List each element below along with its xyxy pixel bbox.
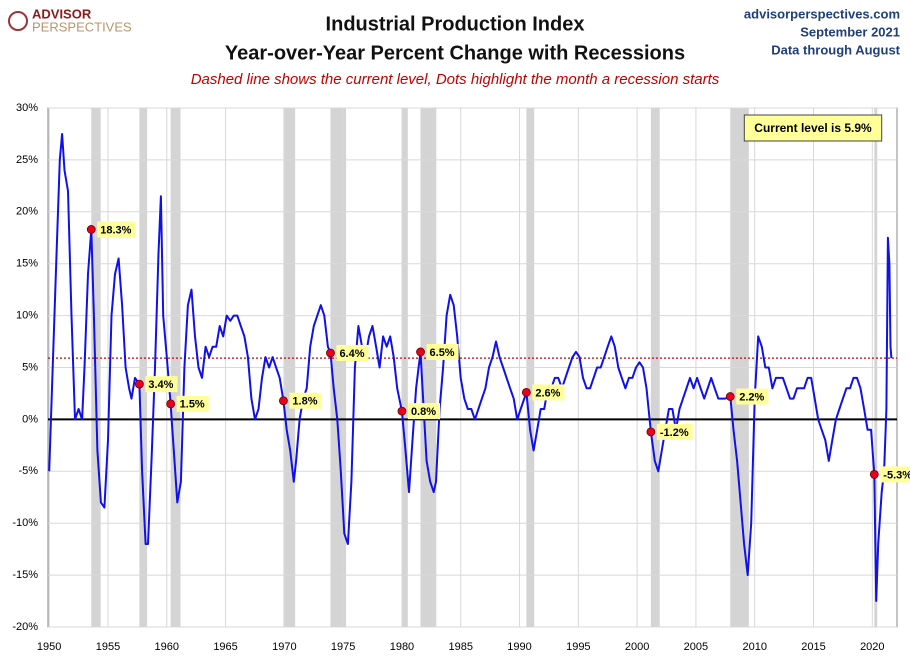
y-tick-label: -5% — [18, 465, 38, 477]
value-label: 6.5% — [430, 347, 455, 359]
data-line — [48, 133, 893, 602]
value-label: -1.2% — [660, 427, 689, 439]
logo-text: PERSPECTIVES — [32, 19, 132, 34]
chart-title: Year-over-Year Percent Change with Reces… — [225, 42, 685, 64]
value-label-bg — [880, 466, 910, 483]
value-label: 3.4% — [148, 379, 173, 391]
chart-subtitle: Dashed line shows the current level, Dot… — [191, 71, 720, 88]
x-tick-label: 1980 — [390, 641, 414, 653]
recession-start-dot — [86, 225, 96, 234]
x-tick-label: 1990 — [507, 641, 531, 653]
value-label-bg — [426, 343, 459, 360]
y-tick-label: 15% — [16, 258, 38, 270]
recession-start-dot — [869, 470, 879, 479]
x-tick-label: 1985 — [448, 641, 472, 653]
value-label-bg — [97, 221, 136, 238]
value-label-bg — [407, 403, 441, 420]
y-tick-label: 10% — [16, 310, 38, 322]
recession-start-dot — [397, 406, 407, 416]
value-label: 6.4% — [339, 348, 364, 360]
value-label: 0.8% — [411, 406, 436, 418]
recession-start-dot — [134, 379, 144, 389]
x-tick-label: 2020 — [860, 641, 884, 653]
value-label-bg — [736, 388, 769, 405]
recession-start-dot — [279, 396, 288, 406]
y-tick-label: -20% — [12, 621, 38, 633]
logo-text: ADVISOR — [32, 6, 92, 21]
current-level-box — [743, 114, 883, 142]
recession-start-dot — [416, 347, 425, 357]
recession-start-dot — [646, 427, 656, 437]
value-label-bg — [656, 423, 693, 440]
recession-start-dot — [166, 399, 176, 409]
value-label: 2.6% — [535, 387, 560, 399]
value-label-bg — [176, 395, 209, 412]
x-tick-label: 1965 — [213, 641, 237, 653]
y-tick-label: 20% — [16, 206, 38, 218]
y-tick-label: 25% — [16, 154, 38, 166]
current-level-label: Current level is 5.9% — [754, 121, 872, 135]
x-tick-label: 1950 — [37, 641, 61, 653]
y-tick-label: 0% — [22, 413, 38, 425]
recession-start-dot — [326, 348, 335, 358]
value-label: 2.2% — [739, 391, 764, 403]
value-label-bg — [289, 392, 322, 409]
recession-start-dot — [521, 388, 531, 397]
y-tick-label: 5% — [22, 361, 38, 373]
source: advisorperspectives.com — [744, 6, 900, 21]
value-label: -5.3% — [883, 469, 910, 481]
x-tick-label: 2010 — [742, 641, 766, 653]
value-label-bg — [336, 344, 369, 361]
x-tick-label: 1995 — [566, 641, 590, 653]
value-label-bg — [532, 384, 565, 401]
value-label: 18.3% — [100, 224, 131, 236]
recession-start-dot — [725, 392, 735, 401]
value-label: 1.5% — [180, 399, 205, 411]
data-through: Data through August — [771, 42, 900, 57]
y-tick-label: -10% — [12, 517, 38, 529]
x-tick-label: 1960 — [155, 641, 179, 653]
logo-icon — [8, 11, 28, 31]
value-label: 1.8% — [292, 396, 317, 408]
value-label-bg — [145, 376, 178, 393]
x-tick-label: 2000 — [625, 641, 649, 653]
y-tick-label: -15% — [12, 569, 38, 581]
x-tick-label: 1955 — [96, 641, 120, 653]
y-tick-label: 30% — [16, 102, 38, 114]
x-tick-label: 1970 — [272, 641, 296, 653]
x-tick-label: 1975 — [331, 641, 355, 653]
chart-title: Industrial Production Index — [326, 13, 585, 35]
date: September 2021 — [800, 24, 900, 39]
x-tick-label: 2015 — [801, 641, 825, 653]
x-tick-label: 2005 — [684, 641, 708, 653]
